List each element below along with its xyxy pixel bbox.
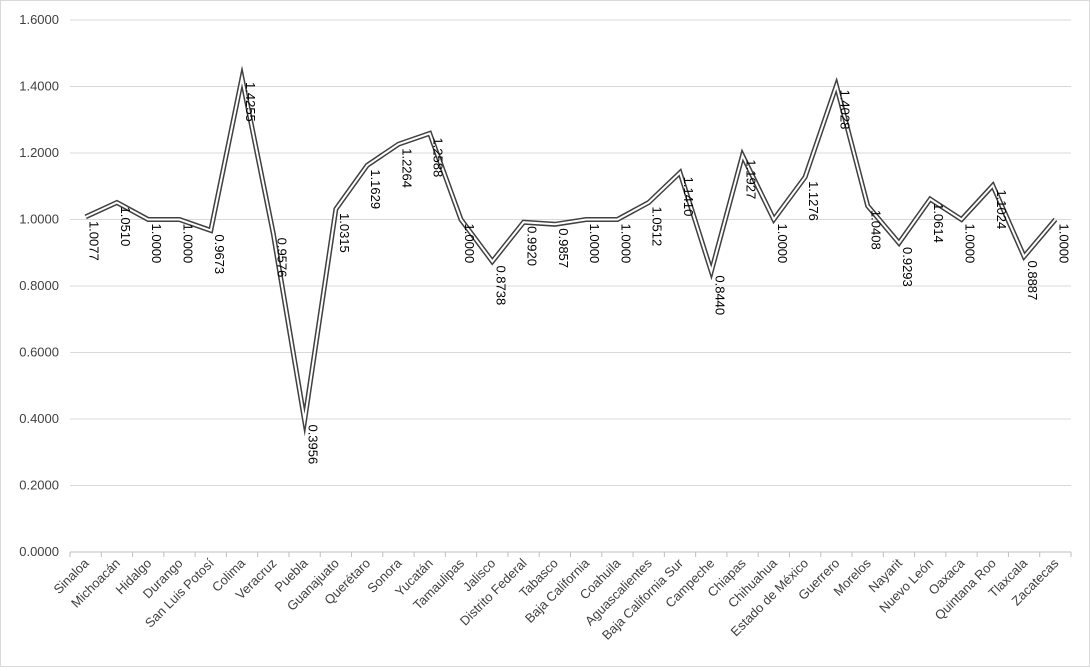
y-tick-label: 1.6000 <box>19 12 59 27</box>
data-label: 1.1927 <box>744 159 759 199</box>
data-label: 1.1410 <box>681 177 696 217</box>
y-tick-label: 0.4000 <box>19 411 59 426</box>
data-label: 1.1024 <box>994 189 1009 229</box>
data-label: 0.3956 <box>306 424 321 464</box>
series-line <box>84 65 1058 437</box>
data-label: 1.0315 <box>337 213 352 253</box>
y-tick-label: 0.0000 <box>19 544 59 559</box>
y-tick-label: 0.2000 <box>19 478 59 493</box>
data-label: 1.0614 <box>931 203 946 243</box>
data-label: 1.0512 <box>650 206 665 246</box>
data-label: 1.2264 <box>399 148 414 188</box>
data-label: 0.8440 <box>712 275 727 315</box>
data-label: 1.2588 <box>431 137 446 177</box>
data-label: 1.0000 <box>775 224 790 264</box>
data-label: 0.8738 <box>493 265 508 305</box>
data-label: 0.9293 <box>900 247 915 287</box>
data-label: 1.0000 <box>618 224 633 264</box>
data-label: 1.1276 <box>806 181 821 221</box>
y-tick-label: 0.6000 <box>19 345 59 360</box>
y-tick-label: 1.0000 <box>19 212 59 227</box>
data-label: 0.9920 <box>525 226 540 266</box>
y-tick-label: 1.2000 <box>19 145 59 160</box>
data-label: 1.0077 <box>87 221 102 261</box>
data-label: 1.0000 <box>963 224 978 264</box>
data-label: 1.0000 <box>587 224 602 264</box>
data-label: 1.0000 <box>180 224 195 264</box>
data-label: 1.4255 <box>243 82 258 122</box>
axes <box>69 551 1072 557</box>
data-label: 1.1629 <box>368 169 383 209</box>
data-labels: 1.0077 1.0510 1.0000 1.0000 0.9673 1.4255 0.95… <box>87 82 1072 464</box>
y-axis-ticks: 0.0000 0.2000 0.4000 0.6000 0.8000 1.0000 1.20… <box>19 12 59 559</box>
data-label: 0.9857 <box>556 228 571 268</box>
series-line-inner <box>85 72 1057 427</box>
data-label: 1.0000 <box>149 224 164 264</box>
data-label: 0.9576 <box>274 238 289 278</box>
y-tick-label: 1.4000 <box>19 79 59 94</box>
data-label: 1.4028 <box>837 90 852 130</box>
data-label: 1.0000 <box>1056 224 1071 264</box>
data-label: 1.0510 <box>118 207 133 247</box>
data-label: 1.0000 <box>462 224 477 264</box>
data-label: 0.8887 <box>1025 261 1040 301</box>
data-label: 0.9673 <box>212 234 227 274</box>
y-tick-label: 0.8000 <box>19 278 59 293</box>
data-label: 1.0408 <box>869 210 884 250</box>
